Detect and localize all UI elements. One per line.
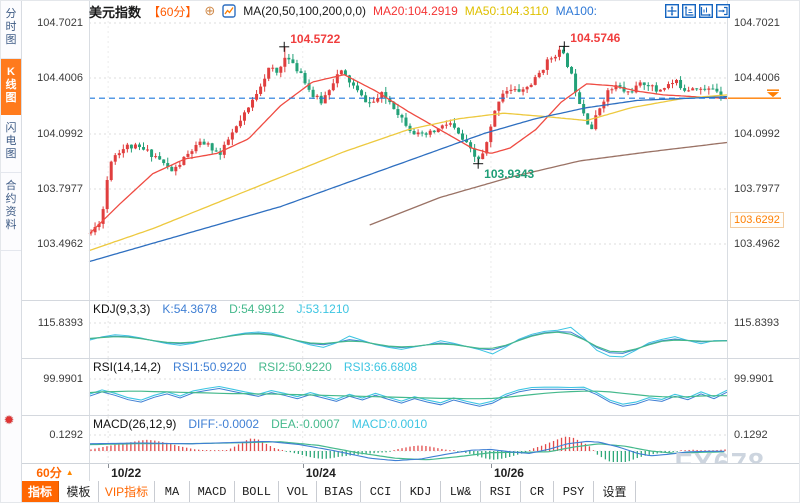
panel-separator	[21, 300, 799, 301]
price-annotation: 104.5746	[570, 31, 621, 46]
price-annotation: 104.5722	[290, 31, 341, 46]
kdj-d-value: D:54.9912	[229, 302, 285, 316]
sidebar: 分时图 K线图闪电图合约资料	[1, 1, 22, 502]
axis-label: 103.4962	[37, 238, 83, 250]
panel-separator	[21, 415, 799, 416]
rsi-title: RSI(14,14,2)	[93, 360, 162, 374]
ma50-value: MA50:104.3110	[464, 4, 549, 18]
period-value: 60分	[36, 466, 62, 480]
rsi-panel-chart[interactable]	[21, 359, 800, 415]
ma20-value: MA20:104.2919	[373, 4, 458, 18]
toolbar-item-11[interactable]: LW&	[441, 481, 481, 502]
axis-label: 0.1292	[734, 429, 768, 441]
axis-label: 115.8393	[37, 317, 83, 329]
toolbar-item-9[interactable]: CCI	[361, 481, 401, 502]
panel-separator	[21, 358, 799, 359]
kdj-panel-chart[interactable]	[21, 301, 800, 358]
ma100-value: MA100:	[555, 4, 597, 18]
toolbar-item-8[interactable]: BIAS	[317, 481, 361, 502]
toolbar-item-10[interactable]: KDJ	[401, 481, 441, 502]
date-tick	[490, 464, 492, 468]
toolbar-item-1[interactable]: 指标	[21, 481, 59, 502]
kdj-k-value: K:54.3678	[162, 302, 218, 316]
toolbar-item-6[interactable]: BOLL	[235, 481, 279, 502]
axis-label: 104.7021	[734, 17, 780, 29]
time-axis: 60分 ▲ 10/22 10/24 10/26	[21, 463, 799, 482]
date-label: 10/24	[305, 466, 336, 480]
sidebar-tab-3[interactable]: 闪电图	[1, 115, 21, 173]
kline-chart-icon	[222, 4, 236, 18]
macd-header: MACD(26,12,9) DIFF:-0.0002 DEA:-0.0007 M…	[93, 417, 427, 431]
toolbar-item-13[interactable]: CR	[521, 481, 554, 502]
rsi-header: RSI(14,14,2) RSI1:50.9220 RSI2:50.9220 R…	[93, 360, 417, 374]
date-label: 10/22	[111, 466, 142, 480]
axis-label: 0.1292	[49, 429, 83, 441]
macd-panel-chart[interactable]	[21, 416, 800, 462]
exit-chart-icon[interactable]	[716, 4, 730, 18]
sidebar-tab-label: 分时图	[5, 8, 17, 46]
date-tick	[302, 464, 304, 468]
toolbar-item-5[interactable]: MACD	[190, 481, 235, 502]
axis-label: 99.9901	[43, 373, 83, 385]
price-marker-label: 103.6292	[730, 211, 784, 228]
sidebar-tab-label: 合约资料	[5, 180, 17, 231]
plot-left-boundary	[89, 1, 90, 463]
toolbar-item-14[interactable]: PSY	[554, 481, 594, 502]
alert-icon[interactable]: ✹	[4, 413, 15, 427]
axis-label: 115.8393	[734, 317, 780, 329]
axis-label: 103.7977	[37, 183, 83, 195]
toolbar-item-12[interactable]: RSI	[481, 481, 521, 502]
chart-header: 美元指数 【60分】 ⊕ MA(20,50,100,200,0,0) MA20:…	[89, 2, 597, 20]
indicator-toolbar: 指标 模板 VIP指标 MA MACD BOLL VOL BIAS CCI KDJ LW& RSI CR…	[21, 481, 799, 502]
period-selector[interactable]: 60分 ▲	[21, 464, 90, 481]
toolbar-filler	[636, 481, 799, 502]
toolbar-item-7[interactable]: VOL	[279, 481, 317, 502]
crosshair-icon[interactable]	[665, 4, 679, 18]
sidebar-tab-2[interactable]: K线图	[1, 59, 21, 115]
axis-label: 104.7021	[37, 17, 83, 29]
toolbar-item-4[interactable]: MA	[155, 481, 190, 502]
axis-label: 104.0992	[734, 128, 780, 140]
date-label: 10/26	[493, 466, 524, 480]
rsi3-value: RSI3:66.6808	[343, 360, 418, 374]
main-candlestick-chart[interactable]	[21, 1, 800, 297]
kdj-header: KDJ(9,3,3) K:54.3678 D:54.9912 J:53.1210	[93, 302, 349, 316]
plot-right-boundary	[727, 1, 728, 463]
axis-label: 103.4962	[734, 238, 780, 250]
price-annotation: 103.9343	[484, 166, 535, 181]
axis-label: 99.9901	[734, 373, 774, 385]
sidebar-tab-label: 闪电图	[5, 122, 17, 160]
rsi2-value: RSI2:50.9220	[258, 360, 332, 374]
rsi1-value: RSI1:50.9220	[173, 360, 247, 374]
sidebar-tab-1[interactable]: 分时图	[1, 1, 21, 59]
kdj-j-value: J:53.1210	[296, 302, 350, 316]
macd-dea-value: DEA:-0.0007	[271, 417, 340, 431]
period-label: 【60分】	[148, 4, 198, 19]
ma-definition: MA(20,50,100,200,0,0)	[243, 4, 367, 18]
macd-title: MACD(26,12,9)	[93, 417, 177, 431]
symbol-name: 美元指数	[89, 4, 142, 20]
axis-label: 104.4006	[37, 72, 83, 84]
macd-macd-value: MACD:0.0010	[351, 417, 428, 431]
axis-label: 103.7977	[734, 183, 780, 195]
sidebar-tab-4[interactable]: 合约资料	[1, 173, 21, 251]
y-axis-zoom-icon[interactable]	[682, 4, 696, 18]
sidebar-tab-label: K线图	[5, 66, 17, 104]
toolbar-item-15[interactable]: 设置	[594, 481, 636, 502]
axis-label: 104.0992	[37, 128, 83, 140]
kdj-title: KDJ(9,3,3)	[93, 302, 151, 316]
macd-diff-value: DIFF:-0.0002	[188, 417, 260, 431]
date-tick	[108, 464, 110, 468]
x-axis-zoom-icon[interactable]	[699, 4, 713, 18]
period-dropdown-icon: ▲	[65, 468, 74, 477]
toolbar-item-2[interactable]: 模板	[59, 481, 99, 502]
toolbar-item-3[interactable]: VIP指标	[99, 481, 155, 502]
axis-label: 104.4006	[734, 72, 780, 84]
chart-tool-icons	[665, 4, 730, 18]
circle-plus-icon[interactable]: ⊕	[204, 3, 216, 18]
